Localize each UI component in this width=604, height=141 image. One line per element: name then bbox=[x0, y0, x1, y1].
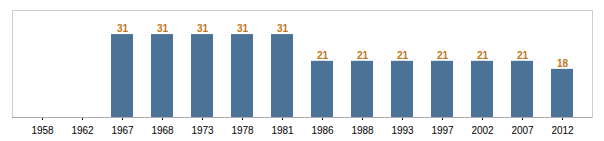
svg-text:1967: 1967 bbox=[111, 125, 134, 136]
svg-text:2007: 2007 bbox=[511, 125, 534, 136]
svg-text:1997: 1997 bbox=[431, 125, 454, 136]
svg-text:31: 31 bbox=[237, 23, 249, 34]
svg-text:21: 21 bbox=[397, 50, 409, 61]
svg-text:21: 21 bbox=[517, 50, 529, 61]
svg-text:21: 21 bbox=[357, 50, 369, 61]
svg-text:31: 31 bbox=[117, 23, 129, 34]
svg-text:31: 31 bbox=[197, 23, 209, 34]
svg-text:1958: 1958 bbox=[31, 125, 54, 136]
svg-text:2012: 2012 bbox=[551, 125, 574, 136]
svg-text:21: 21 bbox=[477, 50, 489, 61]
svg-text:2002: 2002 bbox=[471, 125, 494, 136]
svg-text:31: 31 bbox=[157, 23, 169, 34]
svg-text:1962: 1962 bbox=[71, 125, 94, 136]
svg-text:1968: 1968 bbox=[151, 125, 174, 136]
svg-text:1973: 1973 bbox=[191, 125, 214, 136]
svg-text:1986: 1986 bbox=[311, 125, 334, 136]
svg-text:31: 31 bbox=[277, 23, 289, 34]
svg-text:1988: 1988 bbox=[351, 125, 374, 136]
svg-text:21: 21 bbox=[437, 50, 449, 61]
svg-text:18: 18 bbox=[557, 58, 569, 69]
svg-text:1993: 1993 bbox=[391, 125, 414, 136]
svg-text:21: 21 bbox=[317, 50, 329, 61]
svg-text:1978: 1978 bbox=[231, 125, 254, 136]
svg-text:1981: 1981 bbox=[271, 125, 294, 136]
